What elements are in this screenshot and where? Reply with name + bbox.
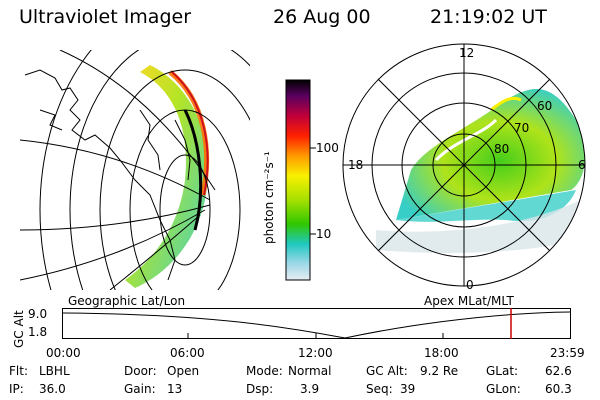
seq-value: 39 (400, 382, 416, 396)
time-label: 21:19:02 UT (430, 6, 547, 28)
glat-label: GLat: (486, 364, 519, 378)
colorbar-unit-label: photon cm⁻²s⁻¹ (262, 151, 276, 244)
altitude-plot (62, 308, 571, 339)
glon-label: GLon: (486, 382, 521, 396)
colorbar-tick-label-10: 10 (316, 227, 332, 241)
gcalt-label: GC Alt: (366, 364, 408, 378)
gain-label: Gain: (124, 382, 156, 396)
lat-label-80: 80 (494, 142, 510, 156)
flt-value: LBHL (39, 364, 70, 378)
dsp-value: 3.9 (300, 382, 320, 396)
glat-value: 62.6 (545, 364, 572, 378)
gain-value: 13 (167, 382, 183, 396)
mode-value: Normal (288, 364, 332, 378)
polar-plot (342, 43, 586, 287)
instrument-title: Ultraviolet Imager (19, 6, 192, 28)
colorbar-tick-label-100: 100 (316, 141, 339, 155)
date-label: 26 Aug 00 (273, 6, 371, 28)
colorbar (285, 79, 316, 281)
ip-label: IP: (9, 382, 24, 396)
altitude-xtick-3: 18:00 (424, 346, 459, 360)
altitude-ytick-low: 1.8 (28, 325, 48, 339)
dsp-label: Dsp: (246, 382, 274, 396)
mlt-label-right: 6 (578, 158, 586, 172)
door-value: Open (167, 364, 200, 378)
seq-label: Seq: (366, 382, 393, 396)
gcalt-value: 9.2 Re (420, 364, 459, 378)
flt-label: Flt: (9, 364, 28, 378)
altitude-ytick-high: 9.0 (28, 307, 48, 321)
glon-value: 60.3 (545, 382, 572, 396)
mlt-label-bottom: 0 (466, 278, 474, 292)
altitude-xtick-1: 06:00 (170, 346, 205, 360)
altitude-ylabel: GC Alt (12, 310, 26, 348)
door-label: Door: (124, 364, 157, 378)
geographic-image (20, 50, 250, 290)
lat-label-70: 70 (514, 121, 530, 135)
right-panel-label: Apex MLat/MLT (424, 294, 514, 308)
mlt-label-left: 18 (348, 158, 364, 172)
mode-label: Mode: (246, 364, 283, 378)
altitude-xtick-2: 12:00 (298, 346, 333, 360)
ip-value: 36.0 (39, 382, 66, 396)
lat-label-60: 60 (537, 99, 553, 113)
mlt-label-top: 12 (459, 46, 475, 60)
altitude-xtick-4: 23:59 (550, 346, 585, 360)
left-panel-label: Geographic Lat/Lon (68, 294, 186, 308)
altitude-xtick-0: 00:00 (46, 346, 81, 360)
